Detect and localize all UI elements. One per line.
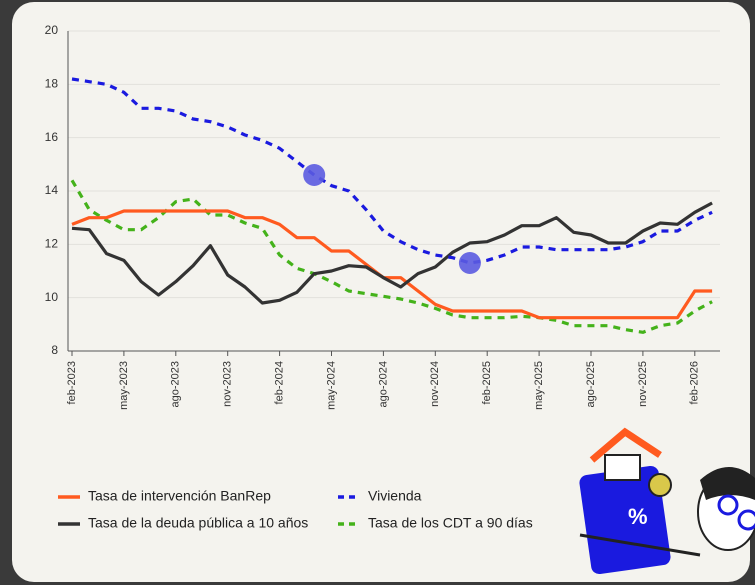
y-tick-label: 18 [45,77,59,91]
highlight-point [458,252,481,274]
x-tick-label: feb-2026 [689,361,701,404]
y-tick-label: 16 [45,130,59,144]
legend-label: Tasa de intervención BanRep [88,488,271,504]
x-tick-label: nov-2024 [429,361,441,407]
legend-label: Tasa de los CDT a 90 días [368,515,533,531]
x-tick-label: ago-2024 [377,361,389,408]
y-tick-label: 8 [51,343,58,357]
x-tick-label: feb-2024 [274,361,286,404]
x-tick-label: feb-2025 [481,361,493,404]
x-tick-label: ago-2023 [170,361,182,408]
x-tick-label: may-2025 [533,361,545,410]
line-series [71,201,713,305]
line-series [71,209,713,320]
x-tick-label: nov-2023 [222,361,234,407]
x-tick-label: ago-2025 [585,361,597,408]
illustration: % [579,427,755,575]
legend-label: Vivienda [368,488,422,504]
line-series [71,77,713,265]
card [12,2,750,582]
highlight-point [303,164,326,186]
x-tick-label: nov-2025 [637,361,649,407]
x-tick-label: may-2023 [118,361,130,410]
line-series [70,179,713,334]
y-tick-label: 20 [45,23,59,37]
x-tick-label: feb-2023 [66,361,78,404]
legend: Tasa de intervención BanRep Tasa de la de… [58,488,533,531]
legend-label: Tasa de la deuda pública a 10 años [88,515,308,531]
y-tick-label: 12 [45,237,59,251]
x-tick-label: may-2024 [325,361,337,410]
svg-text:%: % [628,504,648,529]
y-tick-label: 10 [45,290,59,304]
y-tick-label: 14 [45,183,59,197]
